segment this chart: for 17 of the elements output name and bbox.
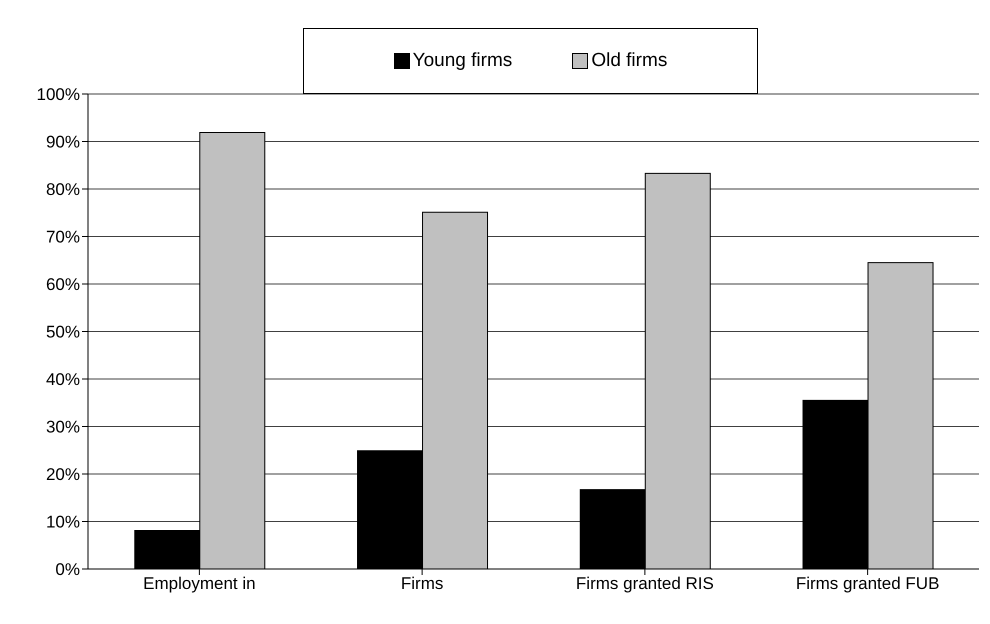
legend-label: Young firms — [412, 50, 512, 72]
y-tick-label: 30% — [46, 418, 80, 437]
x-tick-label: Firms granted RIS — [576, 574, 714, 594]
x-tick-label: Firms — [400, 574, 444, 594]
x-tick-label: Firms granted FUB — [796, 574, 940, 594]
y-tick-label: 10% — [46, 512, 80, 532]
y-tick-label: 0% — [55, 560, 80, 580]
legend-label: Old firms — [590, 50, 668, 72]
y-tick-label: 60% — [46, 275, 80, 294]
y-tick-label: 20% — [46, 465, 80, 484]
y-tick-label: 100% — [36, 85, 80, 104]
y-tick-label: 80% — [46, 180, 80, 200]
y-tick-label: 90% — [46, 132, 80, 152]
y-tick-label: 70% — [46, 228, 80, 247]
x-tick-label: Employment in — [143, 574, 256, 594]
y-tick-label: 50% — [46, 322, 80, 342]
y-tick-label: 40% — [46, 370, 80, 390]
